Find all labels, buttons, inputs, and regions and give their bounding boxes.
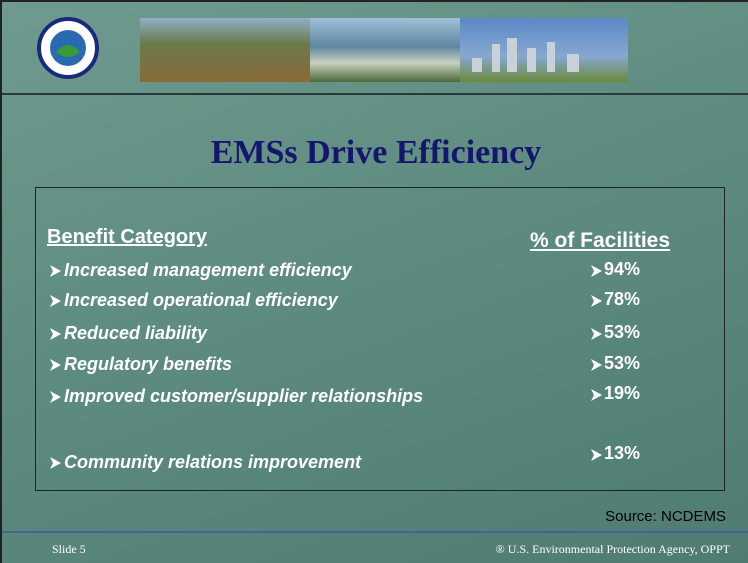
- benefit-category: Increased management efficiency: [64, 257, 454, 284]
- banner-city: [460, 18, 628, 82]
- facility-percent: 94%: [604, 259, 640, 280]
- facility-percent: 19%: [604, 383, 640, 404]
- facility-percent: 53%: [604, 353, 640, 374]
- banner-coast: [310, 18, 460, 82]
- source: Source: NCDEMS: [605, 508, 726, 525]
- banner-fields: [140, 18, 310, 82]
- column-header: % of Facilities: [530, 229, 670, 253]
- benefit-category: Improved customer/supplier relationships: [64, 383, 454, 410]
- facility-percent: 53%: [604, 322, 640, 343]
- footer-right: ® U.S. Environmental Protection Agency, …: [496, 542, 730, 557]
- benefit-category: Increased operational efficiency: [64, 287, 454, 314]
- slide: EMSs Drive Efficiency Benefit Category %…: [0, 0, 748, 563]
- facility-percent: 78%: [604, 289, 640, 310]
- column-header: Benefit Category: [47, 226, 207, 249]
- benefit-category: Community relations improvement: [64, 449, 454, 476]
- facility-percent: 13%: [604, 443, 640, 464]
- benefit-category: Reduced liability: [64, 320, 454, 347]
- footer-left: Slide 5: [52, 542, 86, 557]
- benefit-category: Regulatory benefits: [64, 351, 454, 378]
- slide-title: EMSs Drive Efficiency: [2, 134, 748, 172]
